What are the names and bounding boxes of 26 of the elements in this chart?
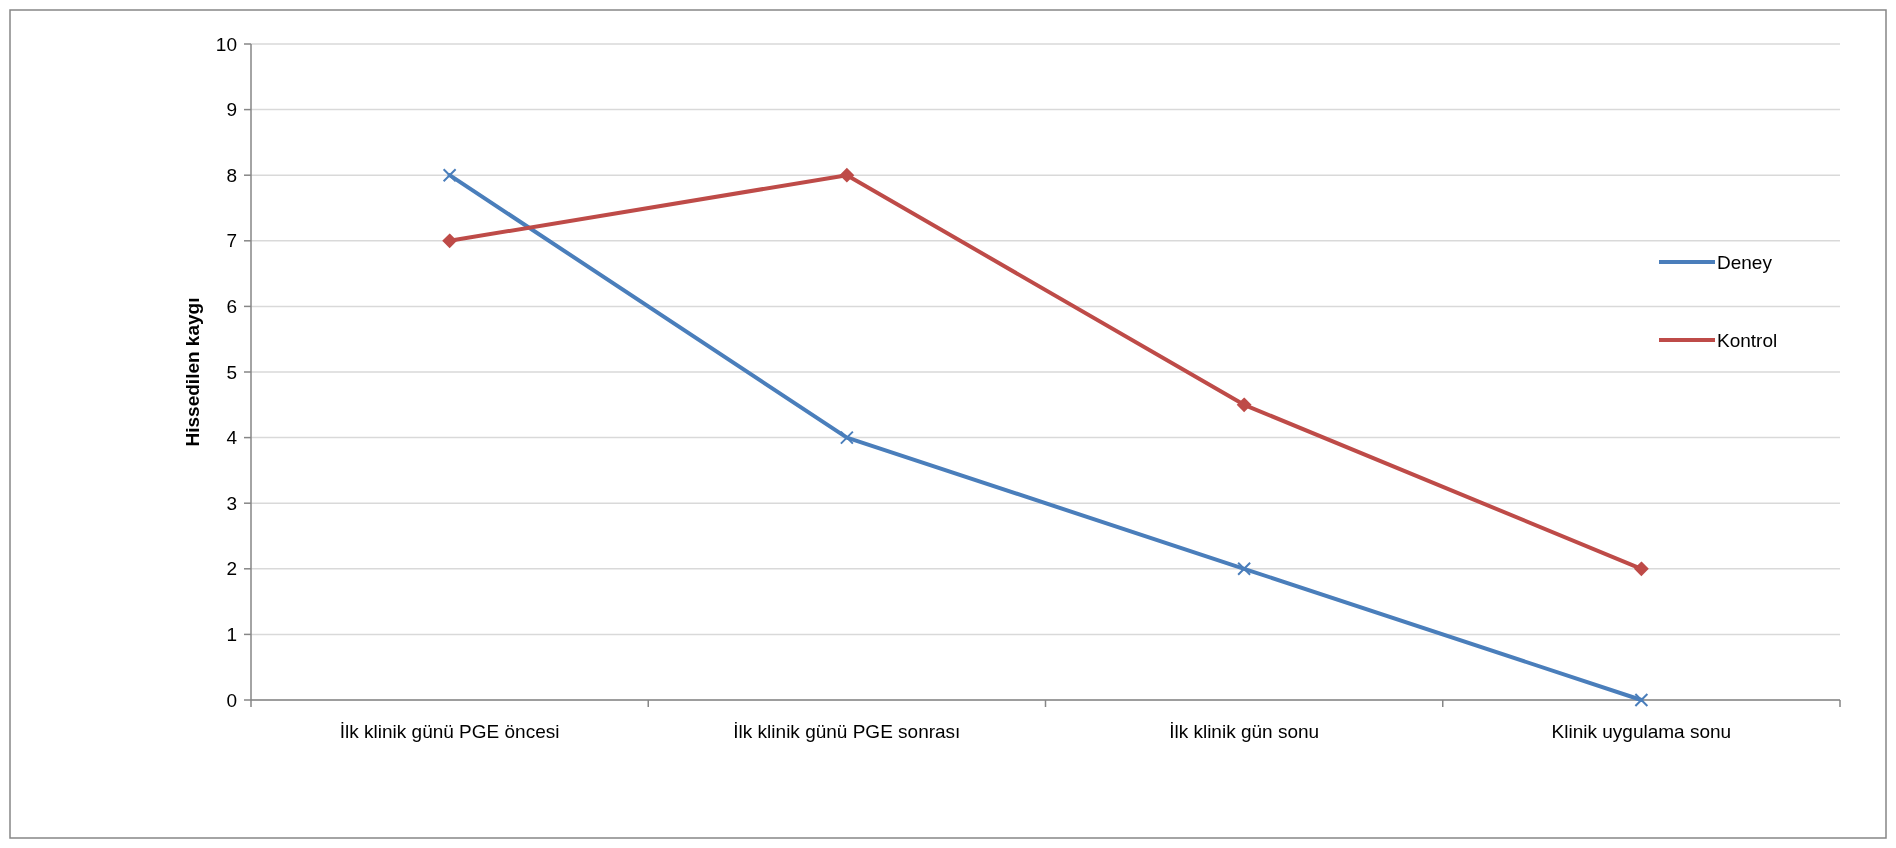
y-tick-label: 9 xyxy=(226,99,237,121)
y-tick-label: 6 xyxy=(226,296,237,318)
y-tick-label: 10 xyxy=(215,33,237,55)
y-tick-label: 7 xyxy=(226,230,237,252)
point xyxy=(839,168,854,183)
point xyxy=(1634,693,1649,707)
x-tick-label: Klinik uygulama sonu xyxy=(1551,721,1732,742)
y-axis-title: Hissedilen kaygı xyxy=(181,297,203,447)
point xyxy=(839,430,854,445)
point xyxy=(442,233,457,248)
y-tick-label: 8 xyxy=(226,164,237,186)
point xyxy=(1237,561,1252,576)
legend-label: Deney xyxy=(1717,251,1773,273)
x-tick-label: İlk klinik gün sonu xyxy=(1169,721,1320,742)
y-tick-label: 1 xyxy=(226,624,237,646)
x-tick-label: İlk klinik günü PGE öncesi xyxy=(339,721,560,742)
y-tick-label: 2 xyxy=(226,558,237,580)
point xyxy=(1634,561,1649,576)
y-tick-label: 0 xyxy=(226,689,237,711)
x-tick-label: İlk klinik günü PGE sonrası xyxy=(733,721,961,742)
legend-label: Kontrol xyxy=(1717,329,1778,351)
point xyxy=(442,168,457,183)
point xyxy=(1237,397,1252,412)
y-tick-label: 3 xyxy=(226,492,237,514)
y-tick-label: 4 xyxy=(226,427,238,449)
y-tick-label: 5 xyxy=(226,361,237,383)
